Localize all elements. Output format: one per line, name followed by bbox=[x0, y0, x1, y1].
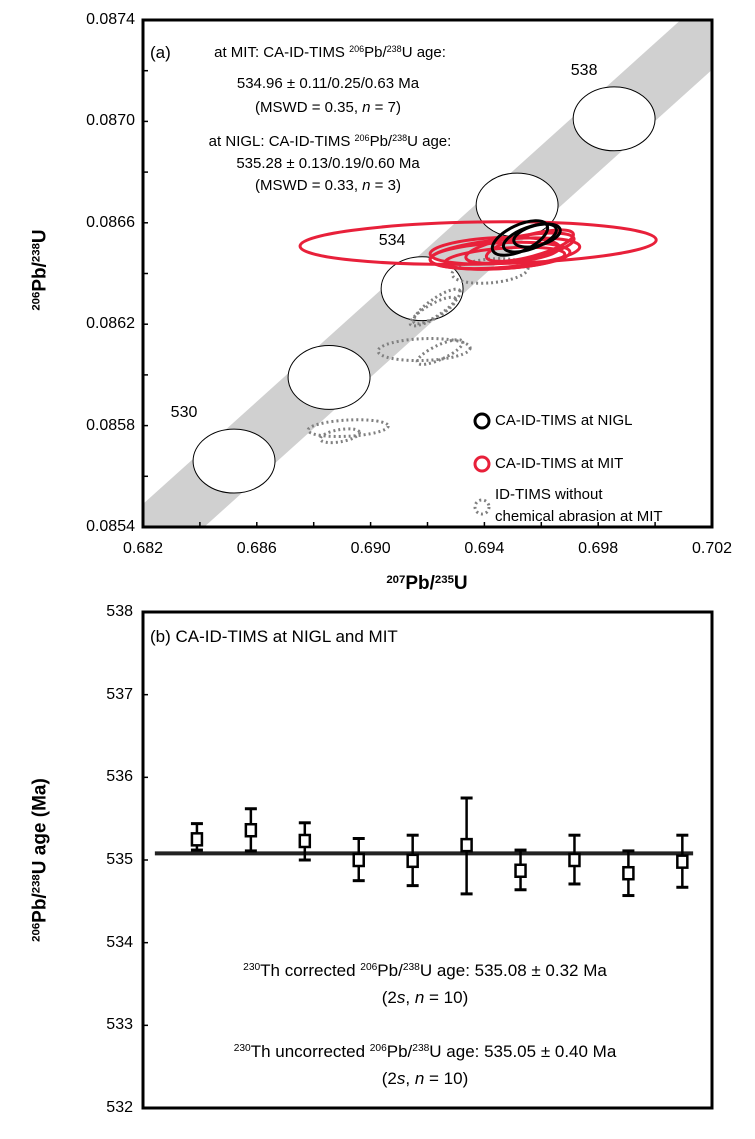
mit-age-value: 534.96 ± 0.11/0.25/0.63 Ma bbox=[236, 75, 420, 92]
mit-age-title: at MIT: CA-ID-TIMS 206Pb/238U age: bbox=[214, 44, 446, 61]
x-tick-label-a: 0.694 bbox=[464, 540, 505, 557]
y-tick-label-b: 537 bbox=[106, 685, 133, 703]
y-tick-label-a: 0.0866 bbox=[86, 213, 135, 231]
concordia-age-label: 530 bbox=[170, 404, 198, 422]
data-point-square bbox=[352, 852, 365, 868]
y-tick-label-a: 0.0854 bbox=[86, 518, 135, 535]
x-tick-label-a: 0.686 bbox=[236, 540, 277, 557]
y-tick-label-a: 0.0862 bbox=[86, 315, 135, 333]
mit-mswd: (MSWD = 0.35, n = 7) bbox=[255, 99, 401, 116]
y-tick-label-b: 533 bbox=[106, 1016, 133, 1034]
error-ellipse-no-abrasion bbox=[415, 338, 465, 366]
x-tick-label-a: 0.682 bbox=[122, 540, 164, 557]
data-point-square bbox=[406, 853, 419, 869]
error-ellipse-no-abrasion bbox=[376, 337, 472, 363]
error-ellipse-mit bbox=[428, 235, 562, 266]
legend-noabrasion-label-1: ID-TIMS without bbox=[495, 486, 603, 503]
data-point-square bbox=[190, 832, 204, 847]
y-tick-label-a: 0.0858 bbox=[86, 416, 135, 434]
y-tick-label-b: 532 bbox=[106, 1099, 133, 1116]
error-ellipse-no-abrasion bbox=[306, 418, 390, 439]
plot-frame-b bbox=[141, 610, 714, 1110]
y-tick-label-a: 0.0870 bbox=[86, 112, 135, 130]
y-tick-label-b: 538 bbox=[106, 603, 133, 620]
x-tick-label-a: 0.698 bbox=[578, 540, 619, 557]
panel-a-label: (a) bbox=[150, 43, 171, 62]
error-ellipse-no-abrasion bbox=[408, 295, 458, 328]
concordia-age-label: 538 bbox=[570, 61, 598, 79]
y-axis-label-b: 206Pb/238U age (Ma) bbox=[29, 778, 51, 942]
legend-mit-label: CA-ID-TIMS at MIT bbox=[495, 455, 624, 472]
y-tick-label-a: 0.0874 bbox=[86, 11, 135, 28]
data-point-square bbox=[514, 863, 527, 878]
concordia-age-label: 534 bbox=[378, 231, 406, 249]
error-ellipse-no-abrasion bbox=[318, 427, 362, 445]
panel-a-concordia bbox=[141, 18, 714, 529]
x-tick-label-a: 0.690 bbox=[350, 540, 391, 557]
data-point-square bbox=[676, 854, 689, 869]
x-tick-label-a: 0.702 bbox=[691, 540, 733, 557]
y-tick-label-b: 535 bbox=[106, 851, 133, 868]
nigl-mswd: (MSWD = 0.33, n = 3) bbox=[255, 177, 401, 194]
concordia-age-marker bbox=[192, 428, 276, 494]
nigl-age-value: 535.28 ± 0.13/0.19/0.60 Ma bbox=[236, 155, 420, 172]
concordia-age-marker bbox=[287, 344, 371, 410]
data-point-square bbox=[568, 852, 581, 868]
legend-noabrasion-label-2: chemical abrasion at MIT bbox=[495, 508, 663, 525]
corrected-age: 230Th corrected 206Pb/238U age: 535.08 ±… bbox=[243, 961, 607, 980]
uncorrected-age: 230Th uncorrected 206Pb/238U age: 535.05… bbox=[233, 1042, 617, 1061]
error-ellipse-mit bbox=[484, 228, 575, 263]
data-point-square bbox=[244, 822, 258, 838]
data-point-square bbox=[298, 833, 312, 849]
y-tick-label-b: 536 bbox=[106, 768, 133, 786]
concordia-age-marker bbox=[475, 172, 559, 238]
panel-b-label: (b) CA-ID-TIMS at NIGL and MIT bbox=[150, 627, 398, 646]
plot-area-a bbox=[143, 20, 712, 527]
y-tick-label-b: 534 bbox=[106, 933, 133, 951]
legend-no-abrasion-symbol bbox=[473, 498, 491, 516]
corrected-age-n: (2s, n = 10) bbox=[381, 988, 469, 1007]
legend-nigl-symbol bbox=[473, 412, 491, 430]
data-point-square bbox=[460, 837, 473, 853]
uncorrected-age-n: (2s, n = 10) bbox=[381, 1069, 469, 1088]
data-point-square bbox=[622, 865, 635, 881]
x-axis-label: 207Pb/235U bbox=[386, 573, 468, 594]
concordia-age-marker bbox=[380, 256, 464, 322]
legend-nigl-label: CA-ID-TIMS at NIGL bbox=[495, 412, 633, 429]
panel-b-age-plot bbox=[141, 610, 714, 1110]
plot-frame-a bbox=[141, 18, 714, 529]
error-ellipse-nigl bbox=[512, 222, 562, 249]
y-axis-label-a: 206Pb/238U bbox=[29, 229, 51, 311]
legend-mit-symbol bbox=[473, 455, 491, 473]
concordia-age-marker bbox=[572, 86, 656, 152]
nigl-age-title: at NIGL: CA-ID-TIMS 206Pb/238U age: bbox=[208, 133, 452, 150]
